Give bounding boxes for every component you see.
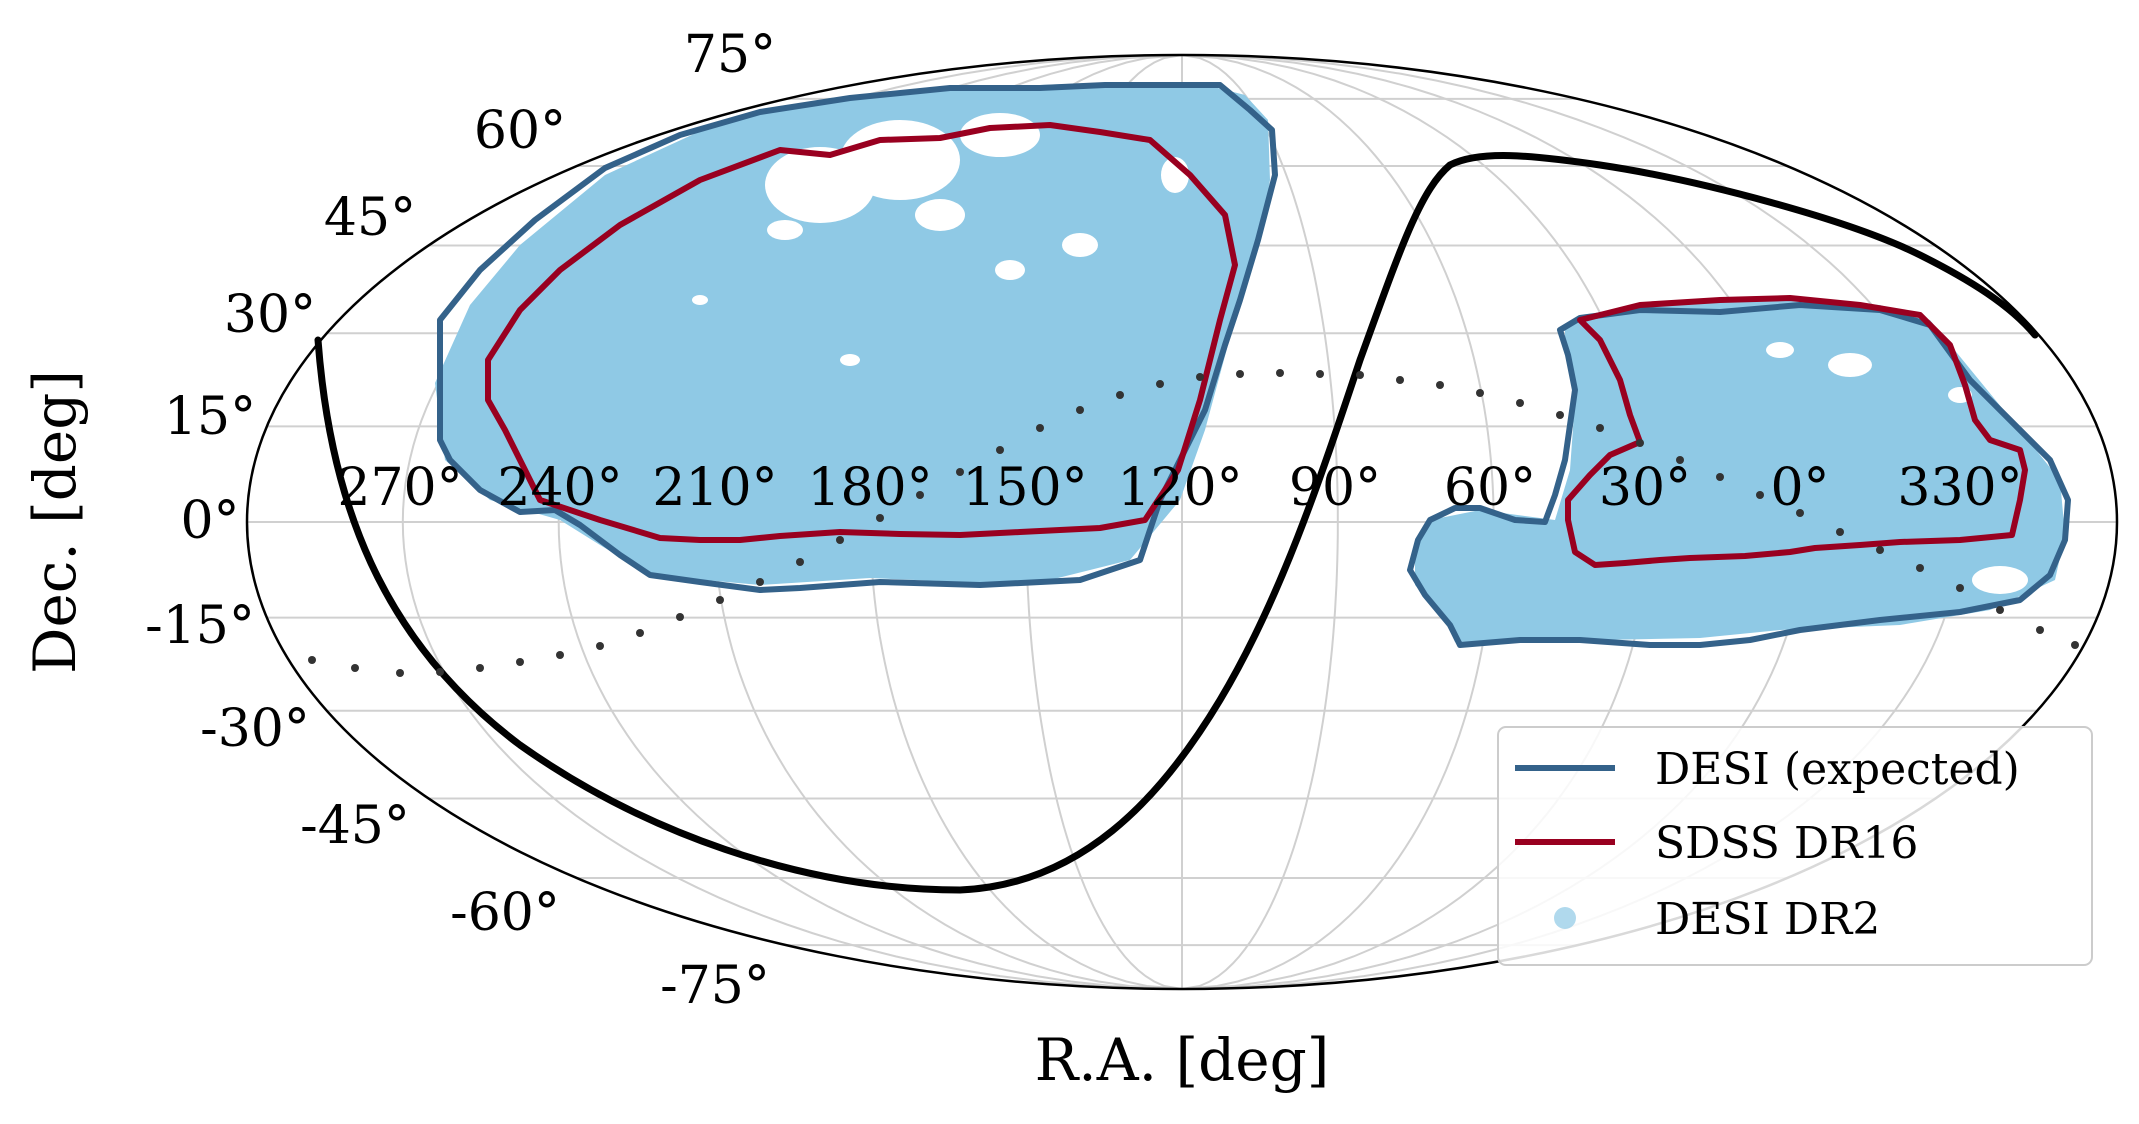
ra-tick-label: 60° [1444,458,1536,518]
ecliptic-dot [1116,391,1124,399]
x-axis-label: R.A. [deg] [1035,1026,1330,1094]
ecliptic-dot [1156,380,1164,388]
ecliptic-dot [1596,424,1604,432]
dec-tick-label: -30° [200,699,310,759]
galactic-plane-curve [314,152,2039,894]
ecliptic-dot [2036,626,2044,634]
ecliptic-dot [716,596,724,604]
ecliptic-dot [1516,399,1524,407]
ecliptic-dot [836,536,844,544]
ecliptic-dot [1716,473,1724,481]
desi-dr2-fill-ngc [435,82,1270,585]
ecliptic-dot [1236,370,1244,378]
ecliptic-dot [1316,370,1324,378]
ecliptic-dots [308,369,2079,677]
ecliptic-dot [1836,528,1844,536]
ecliptic-dot [1476,389,1484,397]
ecliptic-dot [1436,381,1444,389]
ecliptic-dot [308,656,316,664]
ecliptic-dot [636,629,644,637]
sky-boundary [245,53,2119,991]
ecliptic-dot [1796,509,1804,517]
ecliptic-dot [1916,564,1924,572]
ecliptic-dot [596,642,604,650]
dec-tick-label: -15° [145,596,255,656]
ra-tick-label: 330° [1897,458,2022,518]
legend-frame [1497,726,2093,966]
ecliptic-dot [1276,369,1284,377]
legend-label-sdss-dr16: SDSS DR16 [1655,818,1918,869]
ecliptic-dot [1636,439,1644,447]
ra-tick-label: 150° [962,458,1087,518]
ecliptic-dot [1676,456,1684,464]
ecliptic-dot [876,514,884,522]
ecliptic-dot [476,664,484,672]
legend-label-desi-dr2: DESI DR2 [1655,894,1880,945]
ecliptic-dot [756,578,764,586]
legend-swatch-desi-dr2 [1554,907,1576,929]
ecliptic-dot [396,669,404,677]
ecliptic-dot [1996,606,2004,614]
legend-label-desi-expected: DESI (expected) [1655,744,2020,795]
ecliptic-dot [556,651,564,659]
survey-footprints [435,82,2071,648]
ra-tick-label: 120° [1117,458,1242,518]
ecliptic-dot [1356,371,1364,379]
ra-tick-label: 180° [807,458,932,518]
ra-tick-label: 0° [1770,458,1829,518]
dec-tick-labels: 75° 60° 45° 30° 15° 0° -15° -30° -45° -6… [145,25,776,1016]
legend: DESI (expected) SDSS DR16 DESI DR2 [1497,726,2093,966]
sdss-dr16-outline-sgc [1565,295,2028,568]
ecliptic-dot [1396,376,1404,384]
dec-tick-label: 15° [164,387,256,447]
ecliptic-dot [1756,491,1764,499]
ra-tick-label: 30° [1599,458,1691,518]
ecliptic-dot [1956,584,1964,592]
dec-tick-label: 0° [180,491,239,551]
sdss-dr16-outline-ngc [485,122,1238,543]
ecliptic-dot [436,668,444,676]
ra-tick-label: 240° [497,458,622,518]
ecliptic-dot [1036,424,1044,432]
ecliptic-dot [956,468,964,476]
dec-tick-label: -75° [660,956,770,1016]
ecliptic-dot [516,658,524,666]
dec-tick-label: -45° [300,796,410,856]
ra-tick-label: 90° [1289,458,1381,518]
y-axis-label: Dec. [deg] [21,370,89,674]
ra-tick-label: 270° [337,458,462,518]
dec-tick-label: 60° [474,101,566,161]
ecliptic-dot [1556,411,1564,419]
ecliptic-dot [676,613,684,621]
ecliptic-dot [996,446,1004,454]
ecliptic-dot [916,491,924,499]
ecliptic-dot [1876,546,1884,554]
ecliptic-dot [351,664,359,672]
ra-tick-label: 210° [652,458,777,518]
dec-tick-label: 75° [684,25,776,85]
ecliptic-dot [796,558,804,566]
ra-tick-labels: 270° 240° 210° 180° 150° 120° 90° 60° 30… [337,458,2022,518]
ecliptic-dot [1076,406,1084,414]
dec-tick-label: -60° [450,883,560,943]
ecliptic-dot [1196,373,1204,381]
dec-tick-label: 45° [324,188,416,248]
dec-tick-label: 30° [224,285,316,345]
ecliptic-dot [2071,641,2079,649]
